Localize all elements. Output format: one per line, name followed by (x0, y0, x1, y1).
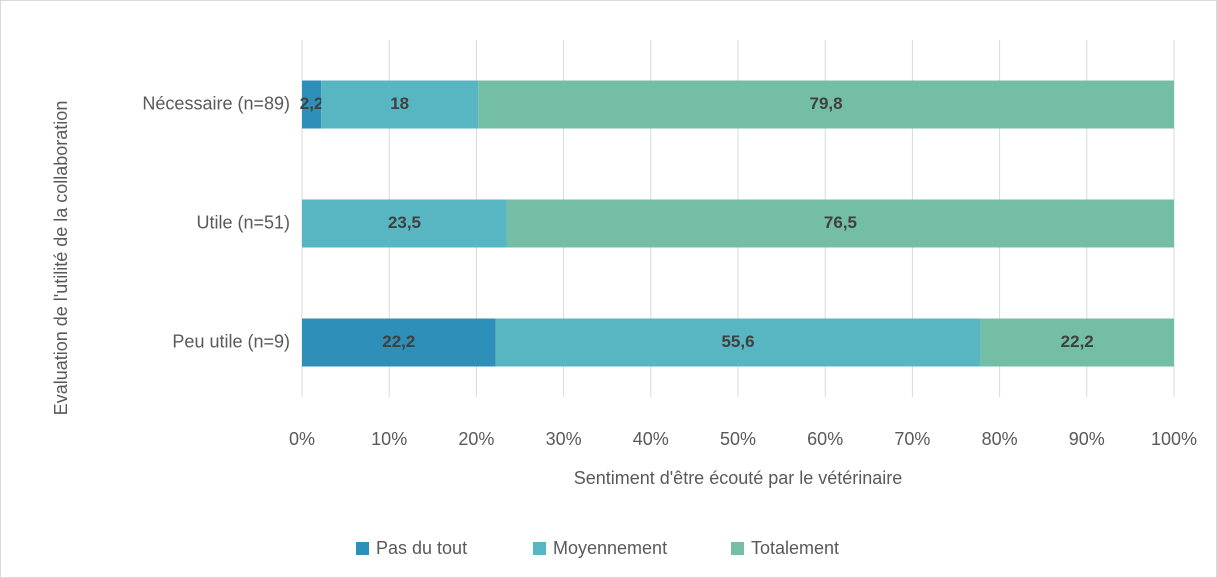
x-tick-label: 100% (1151, 429, 1197, 449)
data-label: 23,5 (388, 213, 421, 232)
y-tick-label: Peu utile (n=9) (172, 331, 290, 351)
legend-swatch (731, 542, 744, 555)
data-label: 76,5 (824, 213, 857, 232)
legend-swatch (533, 542, 546, 555)
bar-segment (302, 318, 496, 367)
data-label: 18 (390, 94, 409, 113)
data-label: 2,2 (300, 94, 324, 113)
bar-segment (302, 199, 507, 248)
data-label: 55,6 (721, 332, 754, 351)
bar-segment (980, 318, 1174, 367)
x-tick-label: 70% (894, 429, 930, 449)
x-tick-label: 0% (289, 429, 315, 449)
x-axis-title: Sentiment d'être écouté par le vétérinai… (574, 468, 903, 488)
data-label: 79,8 (810, 94, 843, 113)
legend-label: Pas du tout (376, 538, 467, 558)
x-tick-label: 60% (807, 429, 843, 449)
y-tick-label: Nécessaire (n=89) (142, 93, 290, 113)
legend-label: Moyennement (553, 538, 667, 558)
bar-segment (506, 199, 1174, 248)
data-label: 22,2 (382, 332, 415, 351)
y-tick-label: Utile (n=51) (196, 212, 290, 232)
x-tick-label: 30% (546, 429, 582, 449)
legend-swatch (356, 542, 369, 555)
bar-segment (495, 318, 981, 367)
y-axis-title: Evaluation de l'utilité de la collaborat… (51, 101, 71, 416)
x-tick-label: 20% (458, 429, 494, 449)
bar-segment (302, 80, 322, 129)
bar-segment (478, 80, 1174, 129)
legend-label: Totalement (751, 538, 839, 558)
bar-segment (321, 80, 479, 129)
x-tick-label: 90% (1069, 429, 1105, 449)
x-tick-label: 10% (371, 429, 407, 449)
x-tick-label: 80% (982, 429, 1018, 449)
x-tick-label: 50% (720, 429, 756, 449)
x-tick-label: 40% (633, 429, 669, 449)
data-label: 22,2 (1061, 332, 1094, 351)
